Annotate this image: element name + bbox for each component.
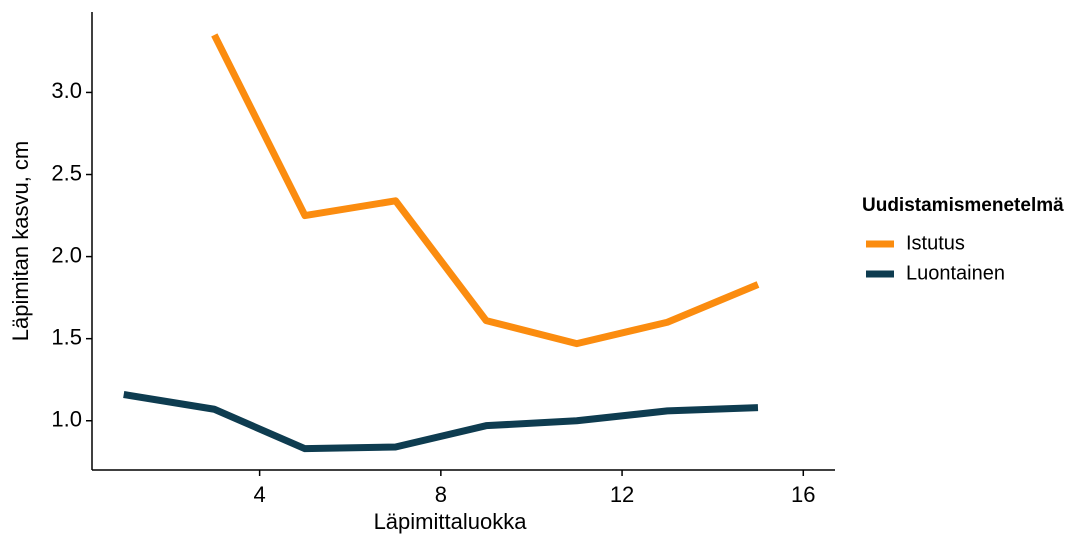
x-tick-label: 4 [254,482,266,507]
y-tick-label: 1.5 [51,324,82,349]
legend-label: Istutus [906,232,965,254]
x-tick-label: 12 [610,482,634,507]
y-tick-label: 2.0 [51,242,82,267]
legend-title: Uudistamismenetelmä [862,195,1064,216]
y-tick-label: 2.5 [51,160,82,185]
y-tick-label: 1.0 [51,407,82,432]
series-line [123,391,759,453]
series-line [211,33,760,348]
y-axis-label: Läpimitan kasvu, cm [8,141,33,342]
y-tick-label: 3.0 [51,78,82,103]
x-tick-label: 8 [435,482,447,507]
legend-label: Luontainen [906,262,1005,284]
x-axis-label: Läpimittaluokka [374,509,528,534]
x-tick-label: 16 [791,482,815,507]
